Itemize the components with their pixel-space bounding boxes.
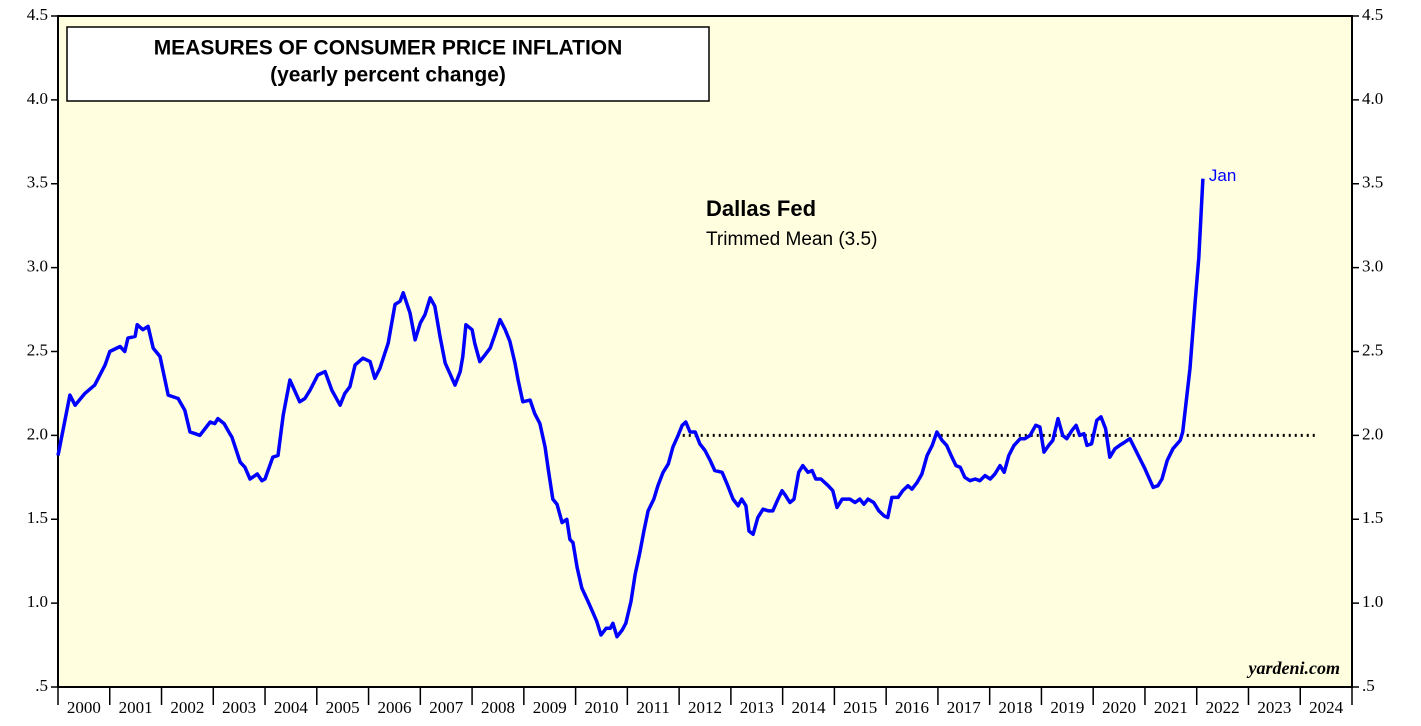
x-tick-label: 2024 (1309, 698, 1344, 717)
y-tick-label: 3.5 (27, 173, 48, 192)
x-tick-label: 2005 (326, 698, 360, 717)
y2-tick-label: 1.0 (1362, 592, 1383, 611)
x-tick-label: 2008 (481, 698, 515, 717)
chart-subtitle: (yearly percent change) (270, 64, 506, 87)
x-tick-label: 2016 (895, 698, 929, 717)
x-tick-label: 2002 (170, 698, 204, 717)
x-tick-label: 2018 (999, 698, 1033, 717)
y2-tick-label: .5 (1362, 676, 1375, 695)
y2-tick-label: 4.5 (1362, 5, 1383, 24)
x-tick-label: 2007 (429, 698, 464, 717)
y2-tick-label: 1.5 (1362, 508, 1383, 527)
x-tick-label: 2013 (740, 698, 774, 717)
x-tick-label: 2011 (637, 698, 670, 717)
x-tick-label: 2004 (274, 698, 309, 717)
x-tick-label: 2017 (947, 698, 982, 717)
y-tick-label: 4.0 (27, 89, 48, 108)
watermark: yardeni.com (1247, 658, 1341, 678)
x-tick-label: 2020 (1102, 698, 1136, 717)
x-tick-label: 2023 (1257, 698, 1291, 717)
x-tick-label: 2001 (119, 698, 153, 717)
x-tick-label: 2009 (533, 698, 567, 717)
plot-area (57, 15, 1353, 688)
end-label: Jan (1209, 166, 1236, 185)
x-tick-label: 2010 (584, 698, 618, 717)
y-tick-label: 3.0 (27, 257, 48, 276)
y-tick-label: 2.0 (27, 424, 48, 443)
y2-tick-label: 3.5 (1362, 173, 1383, 192)
x-tick-label: 2000 (67, 698, 101, 717)
x-tick-label: 2006 (377, 698, 411, 717)
y-tick-label: 1.5 (27, 508, 48, 527)
x-tick-label: 2015 (843, 698, 877, 717)
x-tick-label: 2019 (1050, 698, 1084, 717)
x-tick-label: 2021 (1154, 698, 1188, 717)
annotation: Trimmed Mean (3.5) (706, 229, 877, 250)
x-tick-label: 2012 (688, 698, 722, 717)
x-tick-label: 2014 (792, 698, 827, 717)
y2-tick-label: 2.5 (1362, 340, 1383, 359)
title-box (66, 26, 710, 102)
y-tick-label: 2.5 (27, 340, 48, 359)
data-line (56, 178, 1205, 639)
y2-tick-label: 4.0 (1362, 89, 1383, 108)
chart-title: MEASURES OF CONSUMER PRICE INFLATION (154, 37, 623, 60)
y2-tick-label: 2.0 (1362, 424, 1383, 443)
y2-tick-label: 3.0 (1362, 257, 1383, 276)
annotation: Dallas Fed (706, 196, 816, 221)
x-tick-label: 2003 (222, 698, 256, 717)
y-tick-label: .5 (35, 676, 48, 695)
y-tick-label: 4.5 (27, 5, 48, 24)
x-tick-label: 2022 (1206, 698, 1240, 717)
y-tick-label: 1.0 (27, 592, 48, 611)
